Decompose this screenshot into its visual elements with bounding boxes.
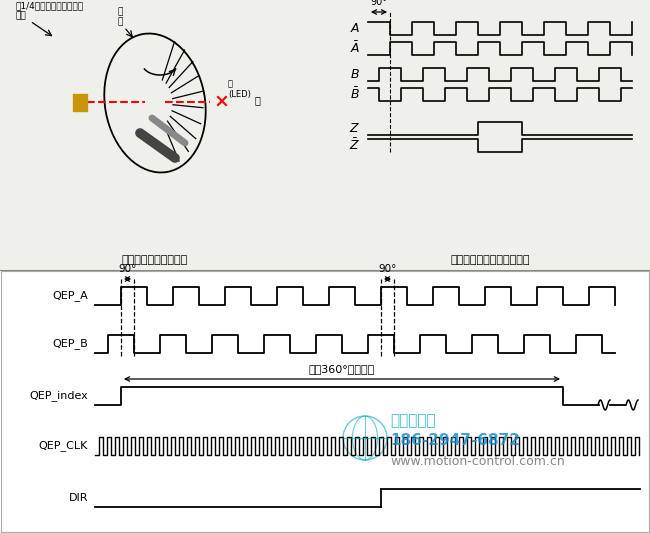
Text: 西安德伍拓: 西安德伍拓 [390, 413, 436, 428]
Text: 增量式光电编码器输出信号: 增量式光电编码器输出信号 [450, 255, 530, 265]
Text: 90°: 90° [378, 264, 396, 274]
Text: QEP_CLK: QEP_CLK [38, 441, 88, 451]
Text: $B$: $B$ [350, 68, 360, 81]
Text: 光: 光 [117, 7, 123, 16]
Text: QEP_A: QEP_A [52, 290, 88, 302]
Text: 栅: 栅 [117, 17, 123, 26]
Bar [73, 100, 87, 105]
Text: QEP_B: QEP_B [52, 338, 88, 350]
Text: $\bar{A}$: $\bar{A}$ [350, 41, 360, 56]
Text: $\bar{B}$: $\bar{B}$ [350, 87, 360, 102]
Bar [1, 271, 649, 532]
Text: www.motion-control.com.cn: www.motion-control.com.cn [390, 455, 565, 468]
Text: 按1/4光栅距离分布的光传: 按1/4光栅距离分布的光传 [15, 1, 83, 10]
Text: DIR: DIR [68, 493, 88, 503]
Bar [73, 106, 87, 111]
Text: 一圈360°机械角度: 一圈360°机械角度 [309, 364, 375, 374]
Text: 源: 源 [255, 95, 261, 105]
Text: 90°: 90° [118, 264, 136, 274]
Text: 186-2947-6872: 186-2947-6872 [390, 433, 520, 448]
Text: 感器: 感器 [15, 11, 26, 20]
Text: $\bar{Z}$: $\bar{Z}$ [349, 138, 360, 154]
Bar [73, 94, 87, 99]
Text: QEP_index: QEP_index [29, 391, 88, 401]
Text: 光
(LED): 光 (LED) [228, 79, 251, 99]
Bar [0, 270, 650, 533]
Text: $Z$: $Z$ [349, 122, 360, 135]
Text: 90°: 90° [370, 0, 387, 7]
Text: 增量式光电编码器原理: 增量式光电编码器原理 [122, 255, 188, 265]
Text: $A$: $A$ [350, 22, 360, 35]
